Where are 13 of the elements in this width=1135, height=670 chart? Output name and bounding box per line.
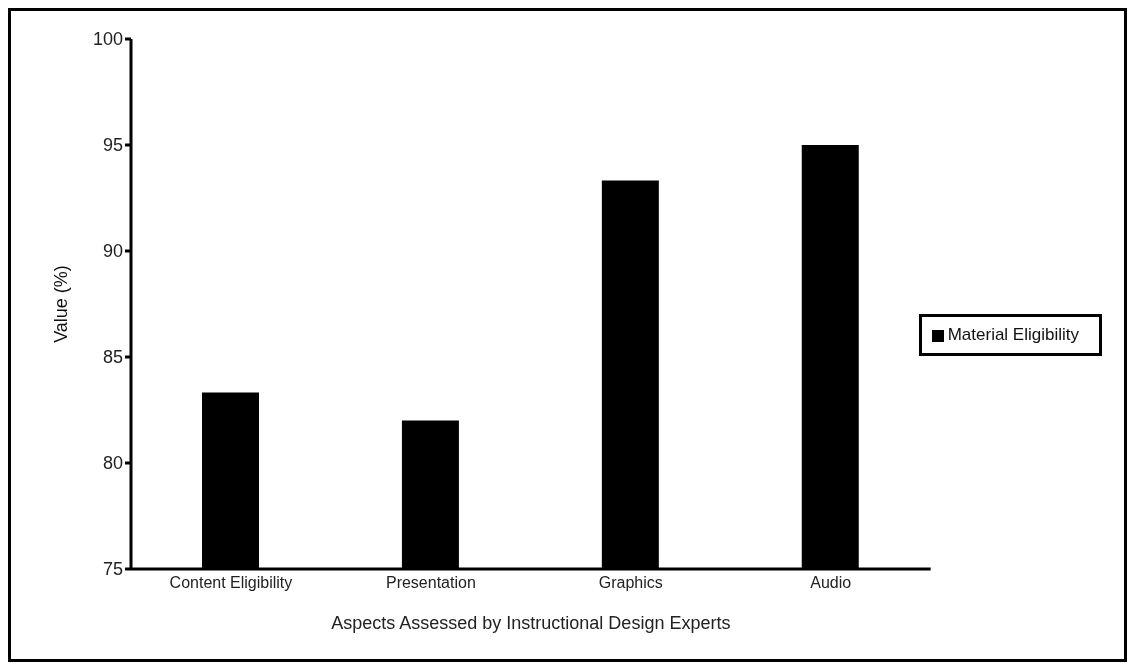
legend-label: Material Eligibility [947,325,1079,344]
y-tick-label: 90 [102,241,123,262]
x-tick-label: Graphics [598,574,663,592]
y-tick-label: 80 [102,453,123,474]
y-tick-label: 95 [102,135,123,156]
y-axis-title: Value (%) [51,265,72,343]
x-tick-label: Presentation [385,574,476,592]
y-tick-label: 75 [102,559,123,580]
y-tick-label: 100 [92,29,123,50]
x-tick-label: Content Eligibility [169,574,293,592]
x-axis-title: Aspects Assessed by Instructional Design Experts [331,613,731,633]
x-tick-label: Audio [810,574,852,592]
y-tick-label: 85 [102,347,123,368]
